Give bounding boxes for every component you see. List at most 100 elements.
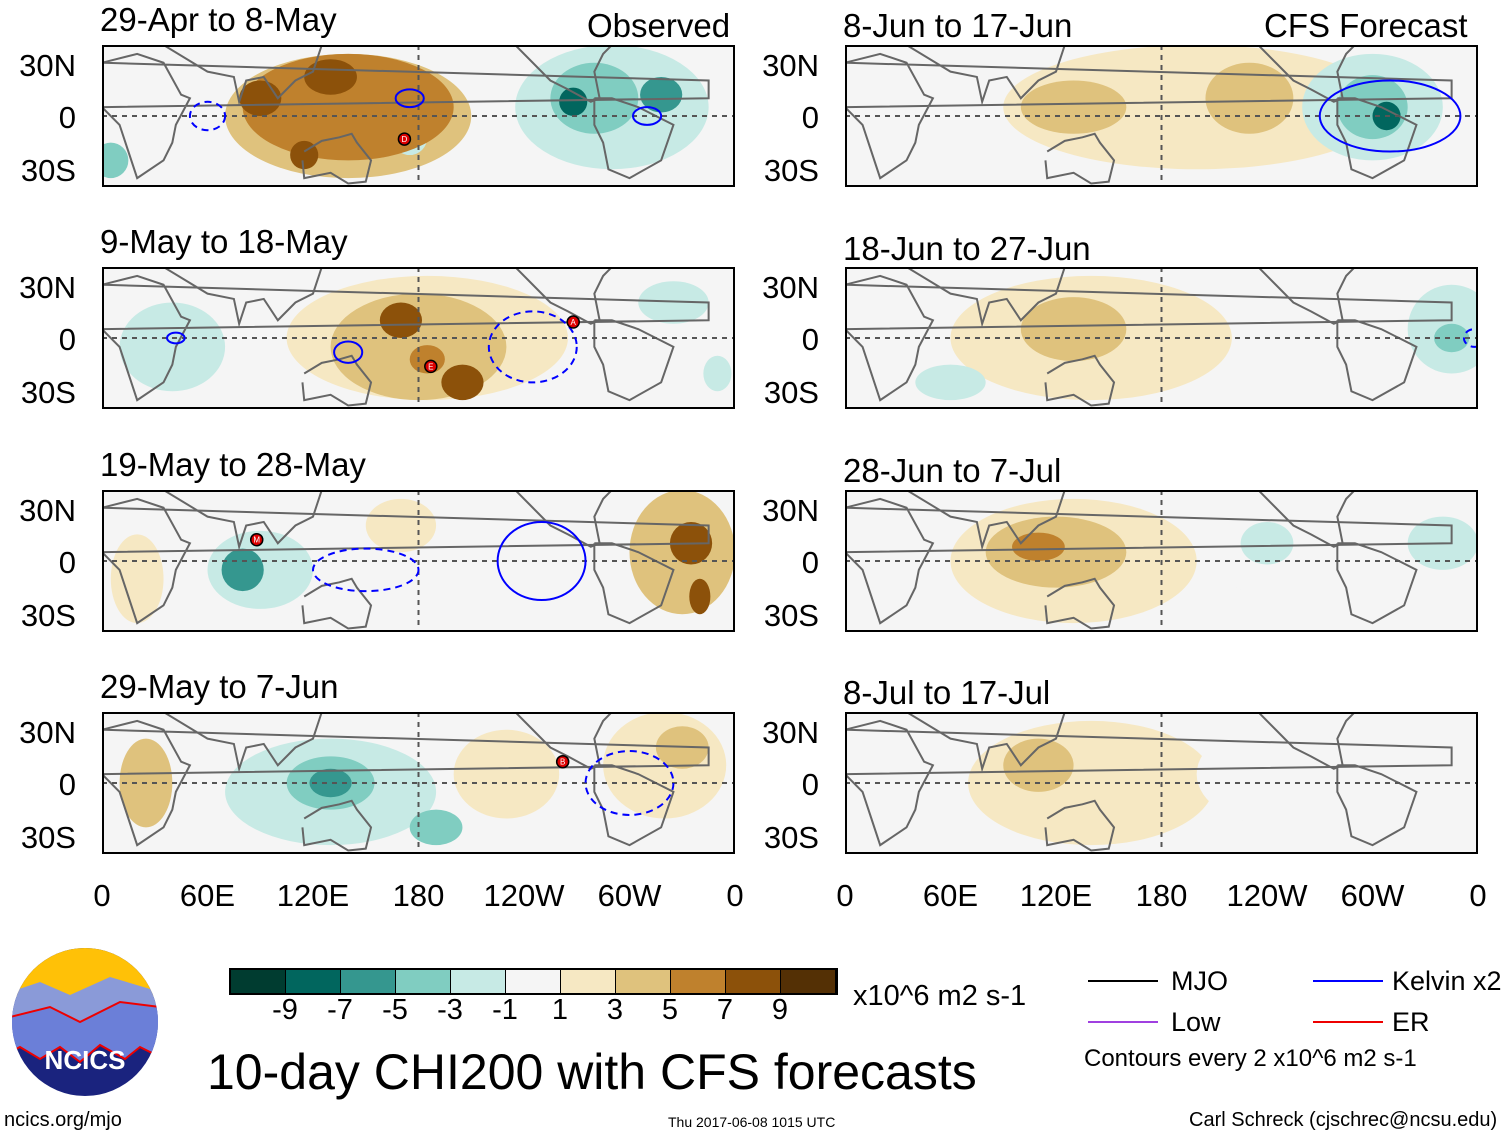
anomaly-region [703,355,732,392]
coastline [1336,542,1418,625]
url-link[interactable]: ncics.org/mjo [4,1109,122,1131]
kelvin-contour [333,340,364,364]
coastline [1257,266,1356,325]
mjo-label: MJO [1171,966,1228,996]
colorbar-swatch [341,970,396,993]
coastline [163,44,323,106]
lat-tick-label: 30S [763,153,819,188]
observed-label: Observed [587,7,731,44]
lat-tick-label: 30S [20,153,76,188]
lon-tick-label: 60E [922,878,979,913]
kelvin-contour [188,100,227,132]
coastline [906,489,1066,551]
lat-tick-label: 30N [19,715,76,750]
anomaly-region [379,302,423,338]
lon-tick-label: 0 [1469,878,1487,913]
anomaly-region [304,59,357,95]
anomaly-region [1003,738,1074,792]
forecast-label: CFS Forecast [1264,7,1468,44]
lon-tick-label: 120W [1226,878,1308,913]
kelvin-contour [496,520,587,602]
svg-text:NCICS: NCICS [45,1045,126,1075]
panel-title: 9-May to 18-May [100,223,348,260]
mjo-line-icon [1088,980,1158,982]
colorbar-tick-label: 1 [551,994,569,1026]
anomaly-region [453,729,560,819]
storm-marker: A [566,315,580,329]
coastline [842,497,1453,625]
anomaly-region [1012,532,1065,561]
timestamp: Thu 2017-06-08 1015 UTC [668,1114,836,1130]
map-panel-observed-1: D [93,39,735,187]
lat-tick-label: 0 [58,545,76,580]
panel-title: 29-May to 7-Jun [100,668,339,705]
lon-tick-label: 60W [597,878,662,913]
colorbar-swatch [231,970,286,993]
contours-note: Contours every 2 x10^6 m2 s-1 [1084,1045,1417,1072]
coastline [99,52,710,180]
lon-tick-label: 0 [836,878,854,913]
coastline [514,266,613,325]
svg-text:M: M [253,536,260,545]
colorbar-swatch [561,970,616,993]
panel-title: 29-Apr to 8-May [100,1,337,38]
coastline [99,497,710,625]
map-panel-forecast-4 [842,711,1478,854]
lat-tick-label: 30S [20,820,76,855]
anomaly-region [640,76,683,113]
coastline [842,274,1453,402]
kelvin-contour [394,88,425,109]
coastline [301,354,373,407]
lat-tick-label: 30N [762,270,819,305]
lat-tick-label: 30N [19,270,76,305]
panel-title: 18-Jun to 27-Jun [843,230,1091,267]
colorbar-swatch [506,970,561,993]
panel-title: 19-May to 28-May [100,446,366,483]
anomaly-region [915,364,986,401]
anomaly-region [1434,323,1470,353]
colorbar-tick-label: -9 [272,994,298,1026]
coastline [99,719,710,847]
coastline [99,274,710,402]
colorbar-tick-label: 9 [771,994,789,1026]
svg-text:B: B [560,758,565,767]
coastline [301,799,373,852]
kelvin-line-icon [1313,980,1383,982]
coastline [1044,132,1116,185]
kelvin-contour [632,106,663,126]
anomaly-region [365,498,437,553]
coastline [301,577,373,630]
kelvin-label: Kelvin x2 [1392,966,1502,996]
kelvin-contour [166,331,186,345]
storm-marker: E [424,359,438,374]
coastline [1257,489,1356,548]
coastline [906,266,1066,328]
er-line-icon [1313,1021,1383,1023]
colorbar-units: x10^6 m2 s-1 [853,980,1027,1012]
map-panel-observed-4: B [99,711,735,854]
colorbar-tick-label: -1 [492,994,518,1026]
coastline [301,132,373,185]
anomaly-region [221,548,264,592]
coastline [1336,97,1418,180]
colorbar-swatch [671,970,726,993]
colorbar-swatch [286,970,341,993]
lon-tick-label: 0 [93,878,111,913]
lat-tick-label: 30N [19,48,76,83]
coastline [514,44,613,103]
lon-tick-label: 60W [1340,878,1405,913]
lon-tick-label: 180 [1135,878,1188,913]
lat-tick-label: 30S [763,375,819,410]
lon-tick-label: 120E [1019,878,1093,913]
map-panel-forecast-3 [842,489,1478,632]
anomaly-region [436,507,577,597]
anomaly-region [239,80,282,116]
lat-tick-label: 0 [801,322,819,357]
figure-title: 10-day CHI200 with CFS forecasts [207,1044,977,1100]
coastline [842,719,1453,847]
anomaly-region [559,87,588,116]
anomaly-region [309,768,352,798]
colorbar-tick-label: 3 [606,994,624,1026]
low-label: Low [1171,1007,1221,1037]
